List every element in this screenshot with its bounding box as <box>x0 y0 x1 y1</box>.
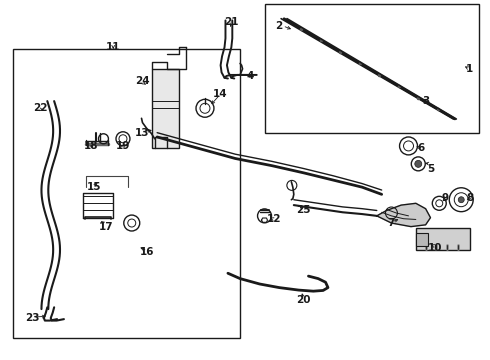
Text: 24: 24 <box>135 76 150 86</box>
Circle shape <box>415 160 422 167</box>
Text: 18: 18 <box>84 141 98 151</box>
Text: 23: 23 <box>25 313 40 323</box>
Text: 8: 8 <box>466 193 473 203</box>
Text: 22: 22 <box>33 103 47 113</box>
Text: 11: 11 <box>106 42 121 52</box>
Text: 6: 6 <box>417 143 424 153</box>
Text: 13: 13 <box>135 129 150 138</box>
Text: 17: 17 <box>98 222 113 231</box>
Text: 25: 25 <box>296 206 311 216</box>
Text: 2: 2 <box>275 21 283 31</box>
Polygon shape <box>377 203 431 226</box>
Text: 12: 12 <box>267 215 282 224</box>
Circle shape <box>458 197 464 203</box>
Bar <box>152 69 179 148</box>
Bar <box>416 228 469 250</box>
Bar <box>416 233 428 246</box>
Text: 14: 14 <box>213 89 228 99</box>
Text: 21: 21 <box>224 17 239 27</box>
Bar <box>13 49 240 338</box>
Text: 20: 20 <box>296 295 311 305</box>
Text: 1: 1 <box>466 64 473 74</box>
Text: 19: 19 <box>116 141 130 151</box>
Text: 3: 3 <box>422 96 429 106</box>
Text: 7: 7 <box>388 218 395 228</box>
Text: 16: 16 <box>140 247 155 257</box>
Text: 5: 5 <box>427 164 434 174</box>
Text: 9: 9 <box>441 193 449 203</box>
Bar <box>265 4 479 134</box>
Text: 10: 10 <box>428 243 442 253</box>
Text: 4: 4 <box>246 71 253 81</box>
Text: 15: 15 <box>86 182 101 192</box>
